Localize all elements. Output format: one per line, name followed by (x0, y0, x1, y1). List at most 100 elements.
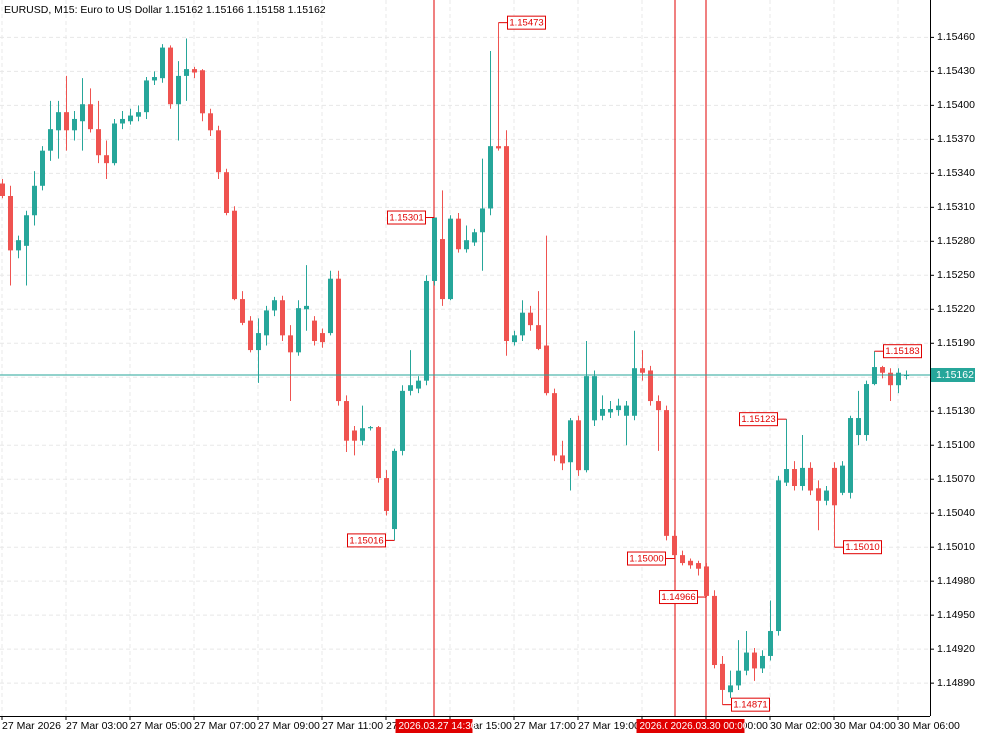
price-label-box (739, 412, 778, 427)
candle-body (144, 80, 149, 113)
y-tick-label: 1.15010 (937, 541, 975, 553)
candle-body (216, 130, 221, 173)
candle-body (40, 150, 45, 186)
price-label: 1.15183 (885, 346, 919, 357)
x-tick-label: 30 Mar 04:00 (834, 720, 896, 732)
candle-body (16, 240, 21, 251)
price-label: 1.14966 (661, 592, 695, 603)
candle-body (432, 217, 437, 281)
candle-body (424, 280, 429, 381)
candle-body (608, 408, 613, 413)
candle-body (784, 469, 789, 483)
price-label-box (627, 551, 666, 566)
candle-body (288, 335, 293, 353)
x-tick-label: 27 Mar 2026 (2, 720, 61, 732)
candle-body (528, 312, 533, 326)
time-tag (395, 719, 473, 733)
candle-body (112, 123, 117, 164)
candle-body (584, 376, 589, 471)
candle-body (896, 372, 901, 386)
candle-body (96, 129, 101, 156)
candle-body (344, 401, 349, 441)
candle-body (464, 240, 469, 250)
candle-body (840, 465, 845, 493)
price-label: 1.14871 (733, 700, 767, 711)
candle-body (24, 215, 29, 246)
price-label-box (387, 210, 426, 225)
candle-body (832, 467, 837, 506)
time-tag-label: 2026.03.27 14:30 (399, 721, 477, 732)
candle-body (368, 427, 373, 429)
candle-body (664, 410, 669, 536)
candle-body (576, 420, 581, 471)
candle-body (816, 488, 821, 501)
time-tag-label: 2026.03.30 00:00 (671, 721, 749, 732)
y-tick-label: 1.15040 (937, 507, 975, 519)
candle-body (8, 195, 13, 251)
candle-body (824, 490, 829, 501)
candle-body (152, 77, 157, 81)
candle-body (80, 104, 85, 122)
candle-body (240, 299, 245, 323)
candle-body (72, 118, 77, 131)
candle-body (208, 113, 213, 131)
y-tick-label: 1.15100 (937, 439, 975, 451)
y-tick-label: 1.15430 (937, 65, 975, 77)
candle-body (416, 380, 421, 389)
candle-body (328, 278, 333, 334)
candle-body (504, 146, 509, 342)
candle-body (672, 535, 677, 556)
candle-body (792, 469, 797, 487)
candle-body (64, 112, 69, 131)
y-tick-label: 1.15250 (937, 269, 975, 281)
last-price-tag (931, 367, 975, 382)
time-tag (667, 719, 745, 733)
candle-body (320, 333, 325, 343)
candle-body (848, 418, 853, 493)
candle-body (408, 385, 413, 391)
candle-body (88, 104, 93, 130)
candle-body (720, 663, 725, 690)
y-tick-label: 1.14920 (937, 643, 975, 655)
candle-body (312, 320, 317, 342)
y-tick-label: 1.15280 (937, 235, 975, 247)
candle-body (880, 367, 885, 373)
candle-body (712, 595, 717, 666)
candle-body (384, 478, 389, 511)
price-label: 1.15123 (741, 414, 775, 425)
candle-body (632, 368, 637, 416)
y-tick-label: 1.15190 (937, 337, 975, 349)
y-tick-label: 1.15310 (937, 201, 975, 213)
price-label-box (883, 344, 922, 359)
candle-body (520, 312, 525, 336)
candle-body (104, 155, 109, 164)
x-tick-label: 30 Mar 02:00 (770, 720, 832, 732)
candle-body (680, 555, 685, 564)
price-label: 1.15473 (509, 18, 543, 29)
x-tick-label: 27 Mar 05:00 (130, 720, 192, 732)
candle-body (568, 420, 573, 463)
candle-body (168, 47, 173, 105)
candle-body (648, 370, 653, 402)
candle-body (120, 118, 125, 124)
candle-body (336, 278, 341, 402)
candle-body (616, 405, 621, 411)
price-label-box (843, 540, 882, 555)
candle-body (536, 325, 541, 349)
candle-body (128, 115, 133, 122)
candle-body (184, 69, 189, 76)
candle-body (176, 75, 181, 105)
candle-body (392, 450, 397, 530)
candle-body (56, 112, 61, 131)
candle-body (224, 172, 229, 213)
candle-body (768, 631, 773, 656)
candle-body (280, 300, 285, 336)
candle-body (304, 305, 309, 310)
last-price-label: 1.15162 (936, 369, 974, 381)
price-label: 1.15016 (349, 535, 383, 546)
candle-body (656, 401, 661, 411)
candle-body (160, 47, 165, 79)
candle-body (456, 218, 461, 250)
